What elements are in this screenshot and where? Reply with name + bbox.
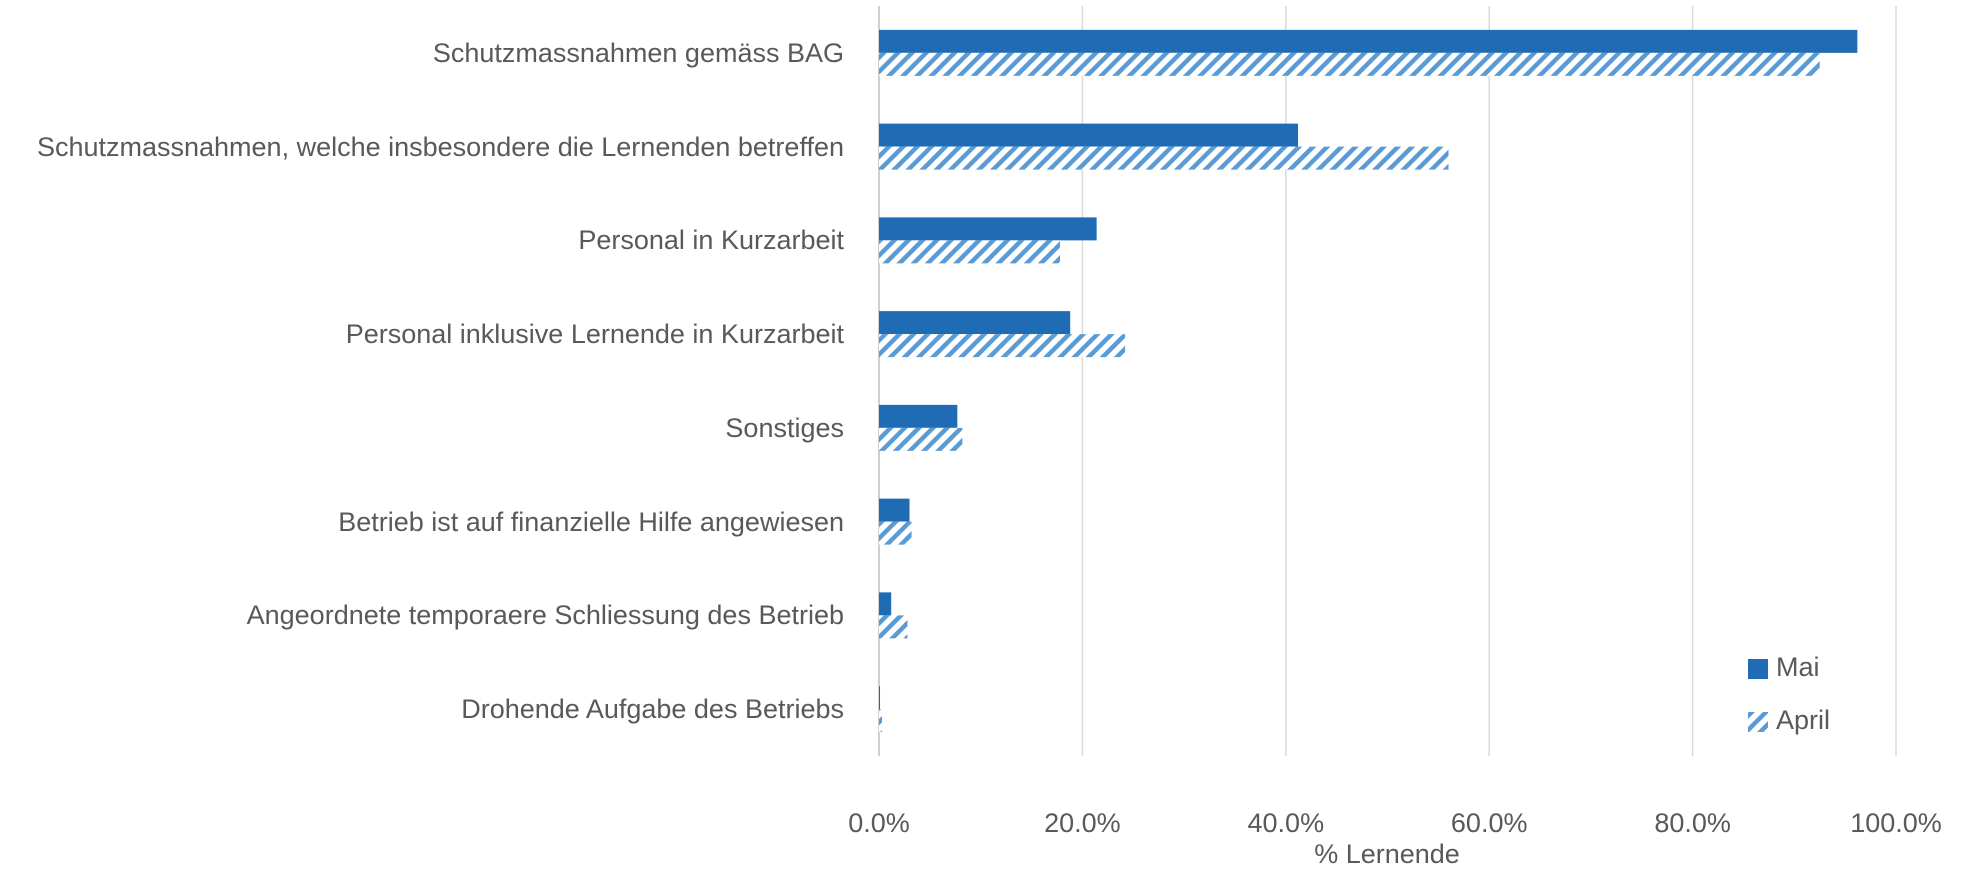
x-tick-label: 20.0% [1044, 808, 1121, 838]
bar [879, 52, 1820, 76]
legend-swatch [1748, 712, 1768, 732]
x-axis-title: % Lernende [1314, 839, 1460, 869]
bar [879, 404, 958, 428]
bar [879, 29, 1858, 53]
bar [879, 521, 912, 545]
y-tick-label: Drohende Aufgabe des Betriebs [461, 694, 844, 725]
y-tick-label: Angeordnete temporaere Schliessung des B… [246, 600, 844, 631]
x-tick-label: 40.0% [1248, 808, 1325, 838]
bar [879, 592, 892, 616]
y-tick-label: Personal inklusive Lernende in Kurzarbei… [345, 319, 844, 350]
bar [879, 334, 1126, 358]
y-tick-label: Personal in Kurzarbeit [578, 225, 844, 256]
legend-label: Mai [1776, 652, 1820, 682]
bar [879, 709, 883, 733]
bar [879, 686, 881, 710]
y-tick-label: Sonstiges [725, 412, 844, 443]
x-tick-label: 0.0% [848, 808, 910, 838]
x-tick-label: 60.0% [1451, 808, 1528, 838]
y-tick-label: Schutzmassnahmen, welche insbesondere di… [36, 131, 844, 162]
bar [879, 240, 1061, 264]
bar [879, 498, 910, 522]
bar [879, 123, 1299, 147]
y-tick-label: Schutzmassnahmen gemäss BAG [432, 37, 844, 68]
bar [879, 146, 1449, 170]
bar [879, 217, 1097, 241]
y-tick-label: Betrieb ist auf finanzielle Hilfe angewi… [338, 506, 844, 537]
bar [879, 427, 963, 451]
bar [879, 615, 908, 639]
legend-label: April [1776, 705, 1830, 735]
bar [879, 311, 1071, 335]
legend-swatch [1748, 659, 1768, 679]
x-tick-label: 100.0% [1850, 808, 1942, 838]
x-tick-label: 80.0% [1654, 808, 1731, 838]
